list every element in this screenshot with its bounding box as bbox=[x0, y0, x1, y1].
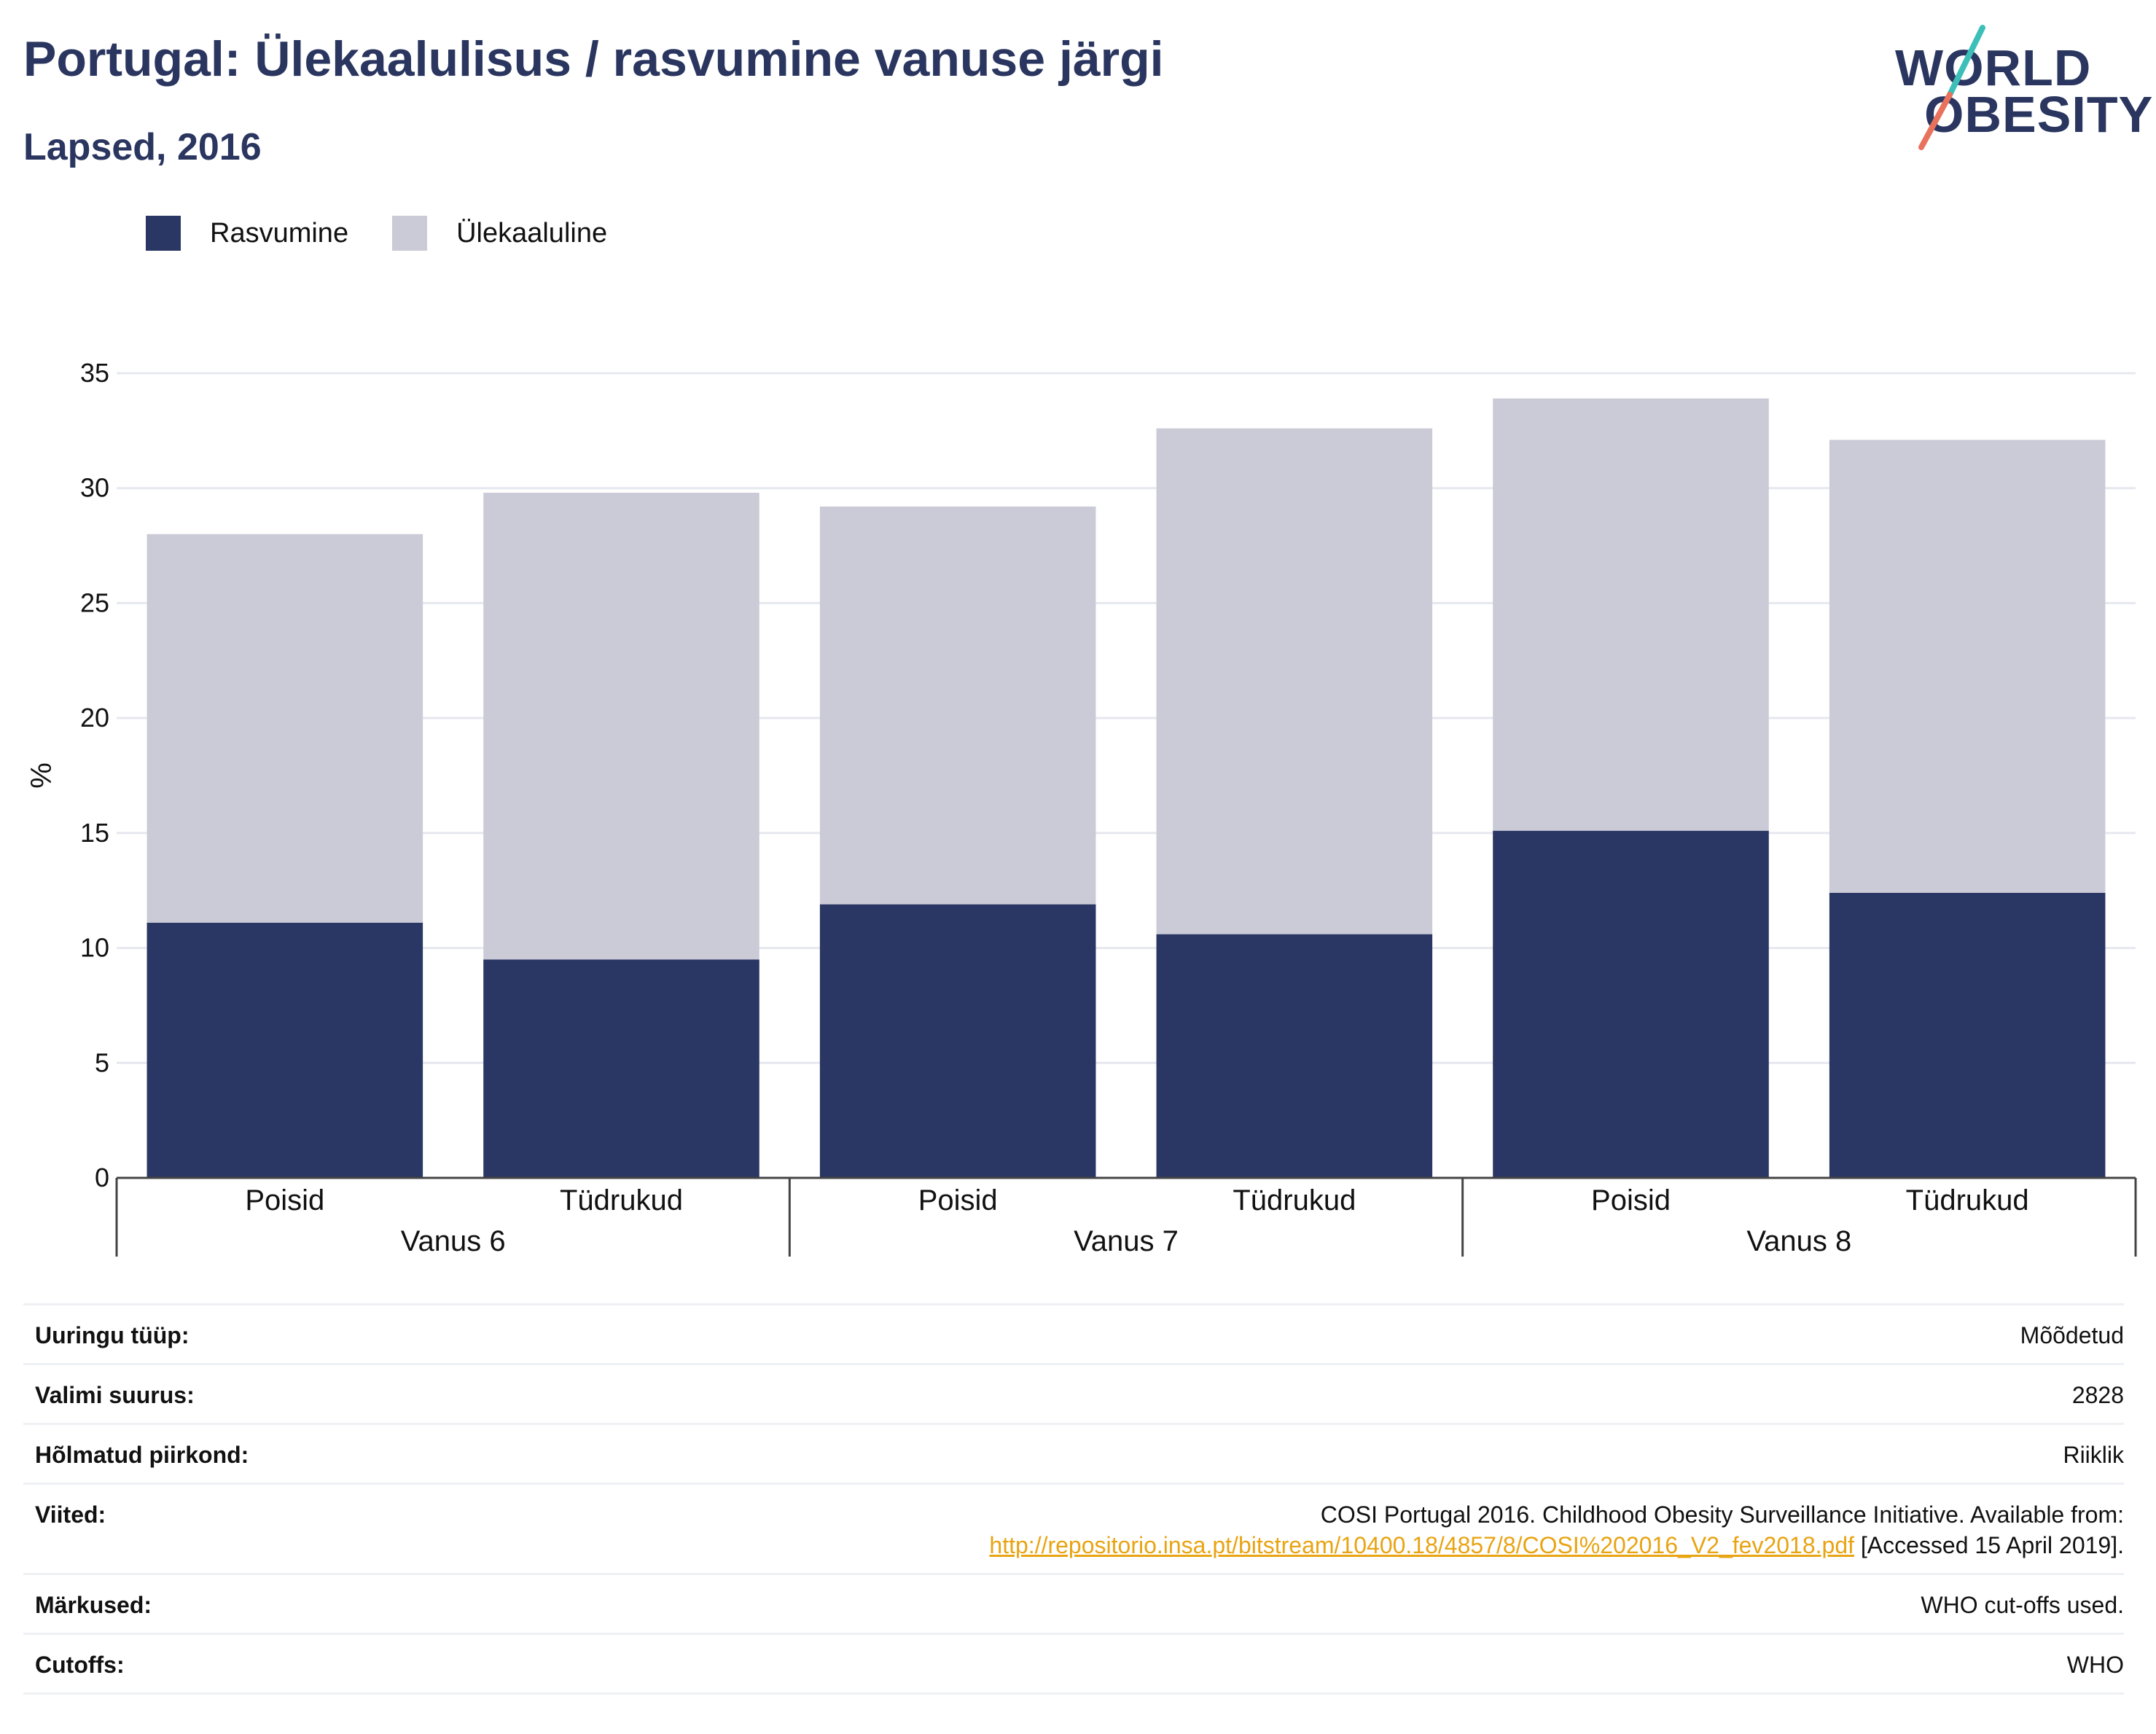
logo-slash-icon bbox=[1918, 25, 1985, 150]
x-tick-label: Tüdrukud bbox=[560, 1184, 683, 1216]
chart-subtitle: Lapsed, 2016 bbox=[23, 126, 262, 168]
y-tick-label: 5 bbox=[95, 1047, 109, 1077]
world-obesity-logo: WORLD OBESITY bbox=[1895, 22, 2152, 157]
bar-ulekaaluline bbox=[819, 506, 1096, 905]
details-key: Cutoffs: bbox=[35, 1652, 125, 1678]
details-row: Uuringu tüüp: Mõõdetud bbox=[23, 1304, 2124, 1364]
bar-ulekaaluline bbox=[483, 493, 759, 960]
details-row: Hõlmatud piirkond: Riiklik bbox=[23, 1423, 2124, 1484]
legend-swatch-ulekaaluline bbox=[392, 216, 428, 251]
logo-line-1: WORLD bbox=[1895, 39, 2092, 96]
reference-accessed: [Accessed 15 April 2019]. bbox=[1854, 1532, 2124, 1558]
x-tick-label: Tüdrukud bbox=[1906, 1184, 2029, 1216]
bar-rasvumine bbox=[1493, 830, 1769, 1178]
legend-label-rasvumine: Rasvumine bbox=[210, 217, 349, 249]
bar-rasvumine bbox=[1829, 892, 2106, 1178]
details-value: Mõõdetud bbox=[2020, 1322, 2124, 1348]
chart-title: Portugal: Ülekaalulisus / rasvumine vanu… bbox=[23, 31, 1164, 87]
bar-rasvumine bbox=[819, 904, 1096, 1178]
legend-item-ulekaaluline[interactable]: Ülekaaluline bbox=[392, 216, 607, 251]
x-group-label: Vanus 6 bbox=[401, 1225, 506, 1257]
details-key: Valimi suurus: bbox=[35, 1382, 195, 1408]
bar-rasvumine bbox=[483, 959, 759, 1178]
bar-ulekaaluline bbox=[1493, 398, 1769, 831]
legend-item-rasvumine[interactable]: Rasvumine bbox=[146, 216, 348, 251]
x-tick-label: Tüdrukud bbox=[1233, 1184, 1356, 1216]
y-tick-label: 10 bbox=[80, 933, 109, 963]
bar-ulekaaluline bbox=[1829, 440, 2106, 893]
bar-rasvumine bbox=[1156, 934, 1433, 1178]
details-value: WHO bbox=[2066, 1652, 2124, 1678]
legend-label-ulekaaluline: Ülekaaluline bbox=[456, 217, 608, 249]
bar-ulekaaluline bbox=[147, 534, 423, 923]
x-group-label: Vanus 7 bbox=[1074, 1225, 1179, 1257]
x-tick-label: Poisid bbox=[245, 1184, 324, 1216]
details-key: Hõlmatud piirkond: bbox=[35, 1442, 249, 1468]
details-row: Valimi suurus: 2828 bbox=[23, 1364, 2124, 1424]
details-value: 2828 bbox=[2071, 1382, 2124, 1408]
x-tick-label: Poisid bbox=[918, 1184, 998, 1216]
details-key: Märkused: bbox=[35, 1592, 152, 1618]
y-tick-label: 0 bbox=[95, 1163, 109, 1192]
y-tick-label: 30 bbox=[80, 473, 109, 503]
details-value: WHO cut-offs used. bbox=[1921, 1592, 2124, 1618]
details-row: Cutoffs: WHO bbox=[23, 1633, 2124, 1694]
y-tick-label: 15 bbox=[80, 818, 109, 848]
bar-rasvumine bbox=[147, 922, 423, 1178]
y-tick-label: 35 bbox=[80, 358, 109, 388]
reference-link[interactable]: http://repositorio.insa.pt/bitstream/104… bbox=[989, 1532, 1854, 1558]
details-key: Viited: bbox=[35, 1501, 106, 1528]
chart-legend: Rasvumine Ülekaaluline bbox=[146, 216, 651, 251]
details-key: Uuringu tüüp: bbox=[35, 1322, 190, 1348]
y-tick-label: 25 bbox=[80, 587, 109, 617]
logo-line-2: OBESITY bbox=[1924, 86, 2154, 143]
legend-swatch-rasvumine bbox=[146, 216, 181, 251]
y-tick-label: 20 bbox=[80, 703, 109, 733]
reference-text: COSI Portugal 2016. Childhood Obesity Su… bbox=[1320, 1501, 2124, 1528]
details-value: Riiklik bbox=[2063, 1442, 2124, 1468]
bar-chart: 0 5 10 15 20 25 30 35% Poisid Tüdrukud Poisid Tüdru… bbox=[26, 358, 2137, 1257]
bar-ulekaaluline bbox=[1156, 428, 1433, 934]
details-row: Viited: COSI Portugal 2016. Childhood Ob… bbox=[23, 1483, 2124, 1574]
x-group-label: Vanus 8 bbox=[1746, 1225, 1851, 1257]
x-tick-label: Poisid bbox=[1591, 1184, 1671, 1216]
details-table: Uuringu tüüp: Mõõdetud Valimi suurus: 28… bbox=[23, 1303, 2124, 1695]
y-axis-label: % bbox=[26, 762, 58, 789]
details-row: Märkused: WHO cut-offs used. bbox=[23, 1574, 2124, 1634]
details-value: COSI Portugal 2016. Childhood Obesity Su… bbox=[472, 1484, 2124, 1574]
